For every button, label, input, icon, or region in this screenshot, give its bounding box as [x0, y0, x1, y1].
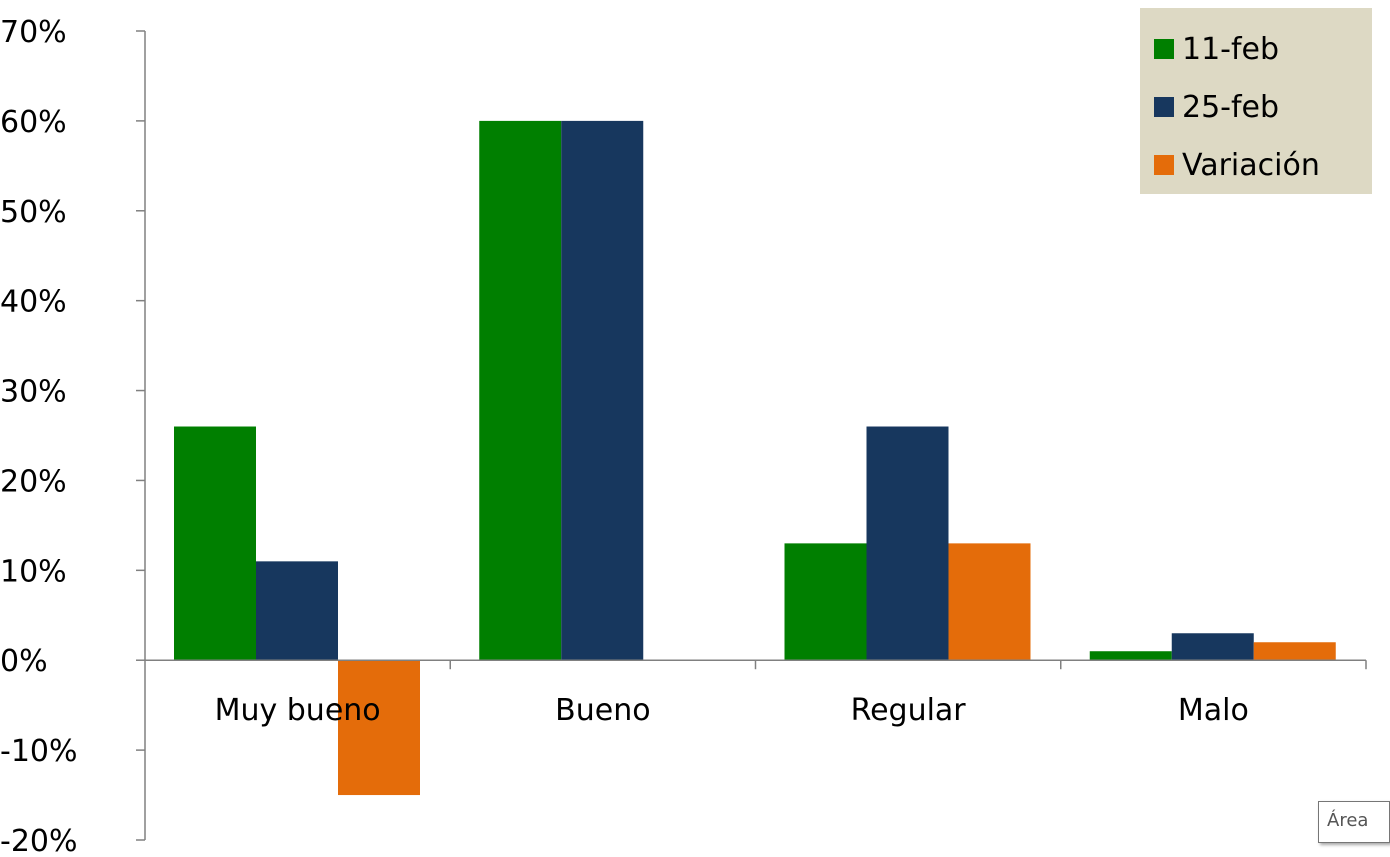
category-label-bueno: Bueno: [555, 693, 650, 728]
legend-label-11-feb: 11-feb: [1182, 31, 1280, 67]
category-label-muy-bueno: Muy bueno: [215, 693, 381, 728]
bar-regular-variacion: [948, 543, 1031, 661]
legend-item-11-feb: 11-feb: [1154, 20, 1372, 78]
y-tick-label-neg20pct: -20%: [0, 824, 78, 857]
legend-label-25-feb: 25-feb: [1182, 89, 1280, 125]
bar-regular-11-feb: [784, 543, 867, 661]
bar-regular-25-feb: [866, 426, 949, 661]
bar-muy-bueno-variacion: [338, 660, 420, 796]
bar-bueno-25-feb: [561, 120, 644, 661]
y-axis-labels: 70% 60% 50% 40% 30% 20% 10% 0% -10% -20%: [0, 15, 78, 857]
category-label-regular: Regular: [851, 693, 967, 728]
legend-item-variacion: Variación: [1154, 136, 1372, 194]
y-axis-ticks: [136, 30, 145, 841]
bar-muy-bueno-25-feb: [256, 561, 338, 661]
bar-bueno-11-feb: [479, 120, 562, 661]
y-tick-label-30pct: 30%: [0, 375, 67, 410]
bar-malo-25-feb: [1171, 633, 1254, 661]
bars: [174, 120, 1336, 796]
legend: 11-feb 25-feb Variación: [1140, 8, 1372, 194]
category-label-malo: Malo: [1178, 693, 1249, 728]
y-tick-label-40pct: 40%: [0, 285, 67, 320]
chart-area-tooltip: Área: [1318, 801, 1390, 843]
bar-malo-11-feb: [1089, 651, 1172, 661]
y-tick-label-60pct: 60%: [0, 105, 67, 140]
x-axis-ticks: [449, 660, 1367, 670]
y-tick-label-70pct: 70%: [0, 15, 67, 50]
y-tick-label-10pct: 10%: [0, 554, 67, 589]
legend-item-25-feb: 25-feb: [1154, 78, 1372, 136]
bar-malo-variacion: [1253, 642, 1336, 661]
legend-swatch-variacion: [1154, 155, 1174, 175]
legend-swatch-11-feb: [1154, 39, 1174, 59]
legend-swatch-25-feb: [1154, 97, 1174, 117]
bar-muy-bueno-11-feb: [174, 426, 256, 661]
tooltip-text: Área: [1327, 810, 1369, 831]
y-tick-label-0pct: 0%: [0, 644, 48, 679]
y-tick-label-neg10pct: -10%: [0, 734, 78, 769]
y-tick-label-20pct: 20%: [0, 464, 67, 499]
category-labels: Muy bueno Bueno Regular Malo: [215, 693, 1249, 728]
y-tick-label-50pct: 50%: [0, 195, 67, 230]
legend-label-variacion: Variación: [1182, 147, 1320, 183]
